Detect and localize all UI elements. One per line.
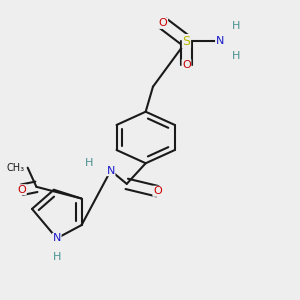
Text: H: H: [232, 21, 240, 31]
Text: H: H: [85, 158, 93, 168]
Text: N: N: [216, 36, 224, 46]
Text: H: H: [52, 253, 61, 262]
Text: N: N: [106, 166, 115, 176]
Text: O: O: [159, 18, 167, 28]
Text: O: O: [153, 186, 162, 196]
Text: CH₃: CH₃: [7, 163, 25, 173]
Text: H: H: [232, 51, 240, 61]
Text: O: O: [17, 185, 26, 195]
Text: N: N: [52, 233, 61, 243]
Text: S: S: [182, 34, 190, 48]
Text: O: O: [182, 60, 191, 70]
